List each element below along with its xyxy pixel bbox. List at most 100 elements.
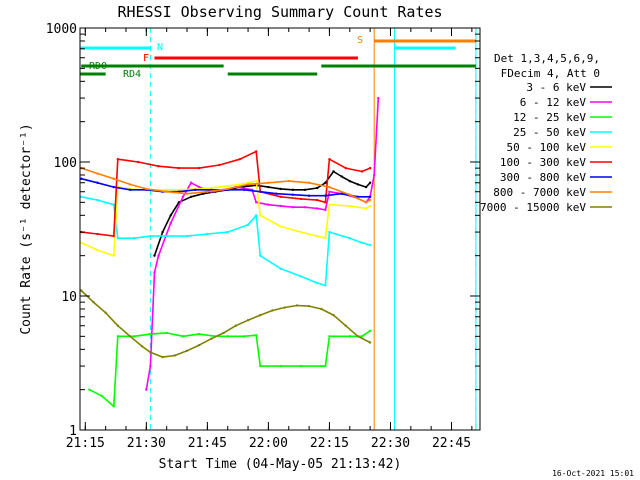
series-4-point-8 [218,185,221,189]
series-4-point-19 [368,204,372,208]
series-1-point-16 [303,205,307,209]
series-1-point-24 [373,173,376,177]
plot-data-layer: NF S RD0 RD4 [79,28,477,430]
series-8-point-7 [161,355,164,359]
series-8-point-1 [92,300,95,304]
series-5-point-1 [96,232,99,236]
y-tick-label-3: 1000 [46,22,77,37]
series-3-point-10 [246,223,250,226]
series-line-2 [89,330,371,408]
series-1-point-5 [181,195,185,198]
y-tick-label-0: 1 [69,424,77,439]
plot-frame [79,27,481,431]
series-7-point-3 [128,183,132,186]
series-2-point-10 [226,335,229,338]
series-7-point-4 [145,187,148,191]
series-2-point-21 [368,329,372,332]
series-0-point-20 [364,185,368,189]
footer-timestamp: 16-Oct-2021 15:01 [552,469,634,478]
series-8-point-9 [185,349,189,352]
x-tick-label-0: 21:15 [66,436,105,451]
series-5-point-6 [177,166,181,170]
series-0-point-14 [316,186,319,190]
series-4-point-10 [254,179,258,183]
series-0-point-16 [332,170,335,173]
series-6-point-11 [259,190,262,193]
series-0-point-17 [340,175,343,178]
series-2-point-6 [165,331,168,335]
series-5-point-8 [218,163,221,167]
series-1-point-2 [153,271,156,274]
series-1-point-7 [198,185,201,189]
series-5-point-5 [157,165,160,168]
series-8-point-10 [198,343,201,347]
series-4-point-16 [328,203,331,206]
series-2-point-12 [254,333,258,337]
series-5-point-16 [328,157,331,161]
legend-label-0: 3 - 6 keV [526,81,586,94]
series-3-point-13 [279,267,282,270]
series-4-point-6 [177,188,181,192]
series-8-point-12 [222,331,225,335]
series-7-point-13 [328,185,331,189]
series-6-point-2 [112,185,115,189]
series-6-point-0 [80,177,83,180]
legend-label-8: 7000 - 15000 keV [480,201,586,214]
series-3-point-15 [316,281,319,285]
flag-label-rd4: RD4 [123,69,141,80]
series-0-point-15 [324,181,327,184]
series-2-point-14 [279,364,282,368]
series-4-point-1 [96,248,99,252]
series-3-point-7 [185,234,189,238]
series-8-point-21 [332,313,335,317]
series-2-point-13 [259,364,262,368]
series-8-point-3 [116,324,120,327]
legend-header-line-1: Det 1,3,4,5,6,9, [494,52,600,65]
series-2-point-3 [116,335,120,338]
series-7-point-15 [364,201,368,204]
series-3-point-4 [132,236,136,240]
series-3-point-1 [96,198,99,202]
x-axis-label: Start Time (04-May-05 21:13:42) [159,457,402,472]
series-6-point-15 [324,194,327,197]
series-3-point-5 [149,234,152,238]
series-1-point-18 [324,208,327,211]
series-7-point-12 [307,181,311,184]
series-1-point-19 [328,190,331,193]
series-4-point-11 [259,214,262,217]
series-5-point-7 [198,166,201,170]
series-2-point-4 [132,335,136,338]
series-3-point-6 [165,234,168,238]
series-6-point-7 [193,188,197,192]
legend-label-2: 12 - 25 keV [513,111,586,124]
series-0-point-11 [279,187,282,191]
series-6-point-1 [96,181,99,184]
series-0-point-12 [291,188,295,192]
series-5-point-10 [254,150,258,153]
series-7-point-9 [246,183,250,186]
series-0-point-18 [348,179,351,183]
y-tick-label-1: 10 [61,290,77,305]
x-tick-label-5: 22:30 [371,436,410,451]
series-0-point-13 [303,188,307,192]
series-0-point-2 [169,214,172,217]
series-5-point-9 [238,157,242,161]
series-8-point-6 [149,351,152,354]
series-6-point-13 [291,193,295,196]
series-0-point-4 [189,195,193,198]
series-7-point-5 [165,190,168,193]
series-5-point-14 [316,198,319,202]
flag-label-n: N [157,42,163,53]
axes-layer: 21:15 21:30 21:45 22:00 22:15 22:30 22:45 1 10 10… [46,22,480,451]
series-8-point-13 [234,324,238,327]
series-7-point-1 [96,172,99,175]
series-4-point-2 [112,254,115,257]
x-tick-label-1: 21:30 [127,436,166,451]
x-tick-label-6: 22:45 [432,436,471,451]
series-4-point-9 [238,183,242,186]
series-4-point-17 [348,204,351,208]
series-8-point-8 [173,354,177,357]
series-0-point-21 [368,181,372,184]
legend: Det 1,3,4,5,6,9, FDecim 4, Att 0 3 - 6 k… [480,52,612,214]
